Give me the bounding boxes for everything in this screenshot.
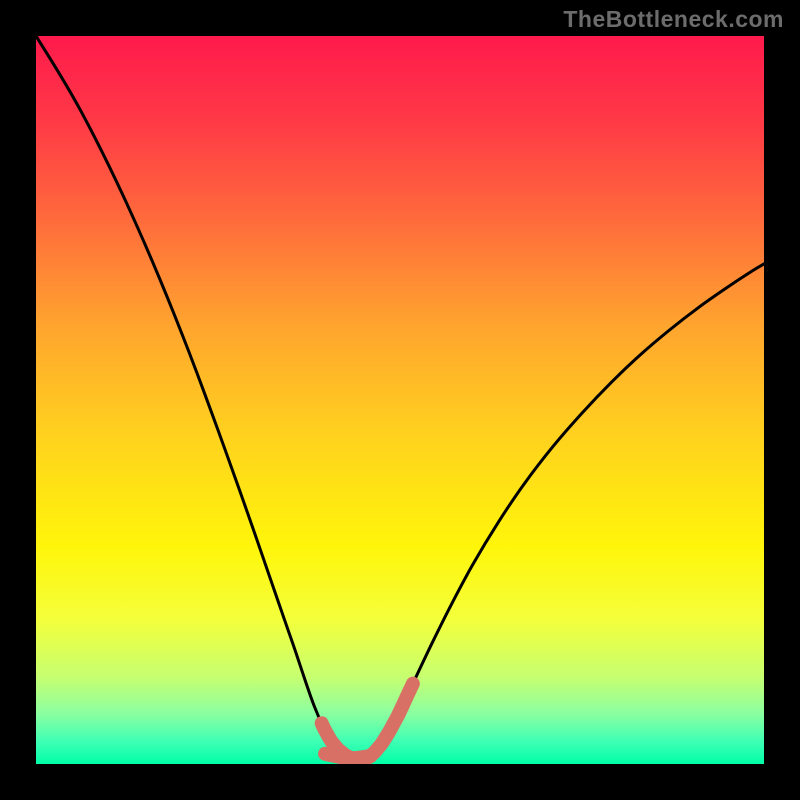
watermark-text: TheBottleneck.com <box>563 6 784 33</box>
chart-frame: TheBottleneck.com <box>0 0 800 800</box>
highlight-base <box>325 754 371 758</box>
plot-svg <box>0 0 800 800</box>
plot-background <box>36 36 764 764</box>
